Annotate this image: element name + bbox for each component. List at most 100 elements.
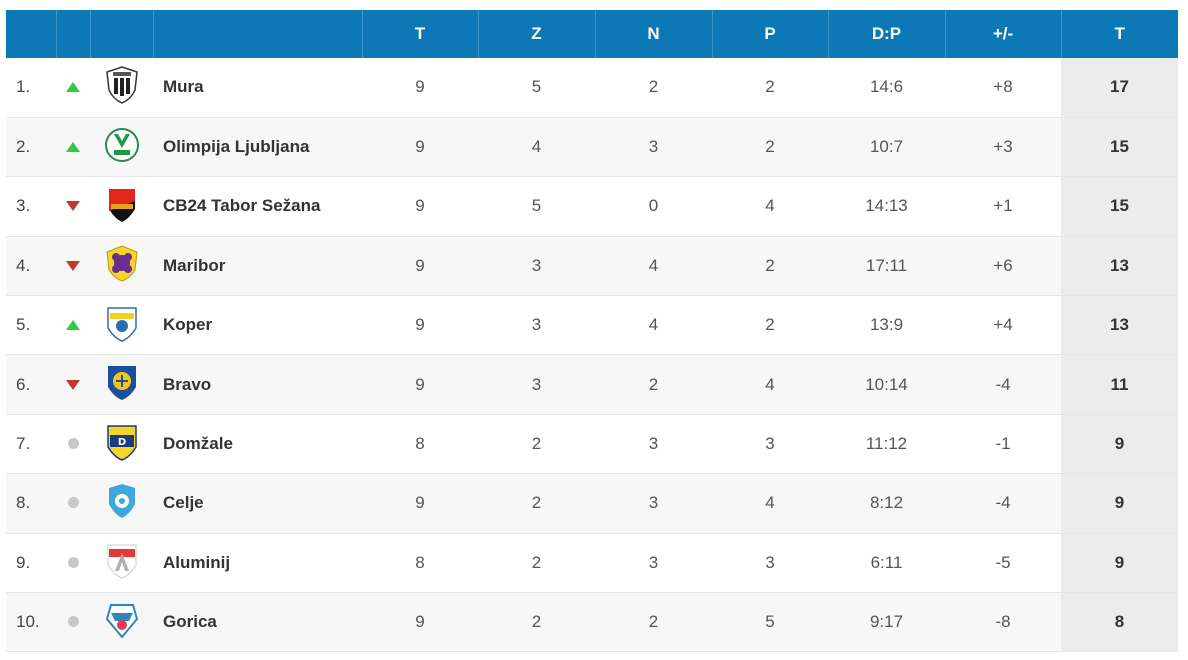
standings-body: 1. Mura 9 5 2 2 14:6 +8 17 2. Olimpija Ljubljana 9 4… — [6, 58, 1178, 653]
played-cell: 9 — [362, 592, 478, 653]
diff-cell: +8 — [945, 58, 1061, 118]
table-row[interactable]: 5. Koper 9 3 4 2 13:9 +4 13 — [6, 295, 1178, 356]
trend-down-icon — [66, 379, 80, 390]
position-cell: 2. — [6, 117, 56, 178]
diff-cell: +4 — [945, 295, 1061, 356]
team-name[interactable]: Koper — [153, 295, 362, 356]
goals-cell: 14:13 — [828, 176, 945, 237]
trend-same-icon — [67, 497, 79, 509]
position-cell: 4. — [6, 236, 56, 297]
header-goals[interactable]: D:P — [828, 10, 946, 58]
won-cell: 5 — [478, 58, 595, 118]
celje-crest-icon[interactable] — [105, 482, 139, 525]
points-cell: 13 — [1061, 236, 1178, 297]
header-lost[interactable]: P — [712, 10, 829, 58]
drawn-cell: 2 — [595, 58, 712, 118]
team-name[interactable]: Aluminij — [153, 533, 362, 594]
table-row[interactable]: 4. Maribor 9 3 4 2 17:11 +6 13 — [6, 236, 1178, 297]
trend-cell — [56, 473, 90, 534]
team-name[interactable]: Celje — [153, 473, 362, 534]
diff-cell: -4 — [945, 354, 1061, 415]
table-row[interactable]: 1. Mura 9 5 2 2 14:6 +8 17 — [6, 58, 1178, 118]
drawn-cell: 3 — [595, 473, 712, 534]
trend-up-icon — [66, 82, 80, 93]
diff-cell: +6 — [945, 236, 1061, 297]
won-cell: 2 — [478, 533, 595, 594]
won-cell: 2 — [478, 414, 595, 475]
points-cell: 15 — [1061, 117, 1178, 178]
team-name[interactable]: Olimpija Ljubljana — [153, 117, 362, 178]
table-row[interactable]: 3. CB24 Tabor Sežana 9 5 0 4 14:13 +1 15 — [6, 176, 1178, 237]
crest-cell — [90, 533, 153, 594]
goals-cell: 10:14 — [828, 354, 945, 415]
header-team — [153, 10, 363, 58]
trend-cell — [56, 533, 90, 594]
aluminij-crest-icon[interactable] — [105, 541, 139, 584]
team-name[interactable]: Domžale — [153, 414, 362, 475]
olimpija-crest-icon[interactable] — [104, 126, 139, 169]
table-row[interactable]: 10. Gorica 9 2 2 5 9:17 -8 8 — [6, 592, 1178, 653]
points-cell: 15 — [1061, 176, 1178, 237]
table-row[interactable]: 2. Olimpija Ljubljana 9 4 3 2 10:7 +3 15 — [6, 117, 1178, 178]
position-cell: 8. — [6, 473, 56, 534]
domzale-crest-icon[interactable]: D — [105, 423, 139, 466]
goals-cell: 17:11 — [828, 236, 945, 297]
header-points[interactable]: T — [1061, 10, 1178, 58]
team-name[interactable]: Bravo — [153, 354, 362, 415]
koper-crest-icon[interactable] — [105, 304, 139, 347]
maribor-crest-icon[interactable] — [105, 244, 139, 287]
position-cell: 9. — [6, 533, 56, 594]
table-row[interactable]: 9. Aluminij 8 2 3 3 6:11 -5 9 — [6, 533, 1178, 594]
won-cell: 3 — [478, 236, 595, 297]
team-name[interactable]: Maribor — [153, 236, 362, 297]
svg-text:D: D — [117, 437, 125, 448]
position-cell: 5. — [6, 295, 56, 356]
diff-cell: +3 — [945, 117, 1061, 178]
diff-cell: -5 — [945, 533, 1061, 594]
drawn-cell: 4 — [595, 295, 712, 356]
diff-cell: -4 — [945, 473, 1061, 534]
bravo-crest-icon[interactable] — [105, 363, 139, 406]
header-drawn[interactable]: N — [595, 10, 713, 58]
table-row[interactable]: 8. Celje 9 2 3 4 8:12 -4 9 — [6, 473, 1178, 534]
played-cell: 8 — [362, 414, 478, 475]
played-cell: 9 — [362, 236, 478, 297]
crest-cell — [90, 473, 153, 534]
trend-same-icon — [67, 556, 79, 568]
goals-cell: 6:11 — [828, 533, 945, 594]
trend-down-icon — [66, 201, 80, 212]
header-won[interactable]: Z — [478, 10, 596, 58]
goals-cell: 10:7 — [828, 117, 945, 178]
position-cell: 10. — [6, 592, 56, 653]
trend-down-icon — [66, 260, 80, 271]
table-row[interactable]: 7. D Domžale 8 2 3 3 11:12 -1 9 — [6, 414, 1178, 475]
team-name[interactable]: Mura — [153, 58, 362, 118]
trend-up-icon — [66, 142, 80, 153]
header-played[interactable]: T — [362, 10, 479, 58]
team-name[interactable]: Gorica — [153, 592, 362, 653]
played-cell: 9 — [362, 117, 478, 178]
mura-crest-icon[interactable] — [105, 66, 139, 109]
trend-cell — [56, 414, 90, 475]
lost-cell: 2 — [712, 117, 828, 178]
team-name[interactable]: CB24 Tabor Sežana — [153, 176, 362, 237]
gorica-crest-icon[interactable] — [105, 601, 139, 644]
crest-cell: D — [90, 414, 153, 475]
played-cell: 9 — [362, 473, 478, 534]
crest-cell — [90, 295, 153, 356]
points-cell: 9 — [1061, 414, 1178, 475]
played-cell: 9 — [362, 176, 478, 237]
trend-up-icon — [66, 320, 80, 331]
won-cell: 5 — [478, 176, 595, 237]
trend-cell — [56, 354, 90, 415]
won-cell: 3 — [478, 354, 595, 415]
won-cell: 3 — [478, 295, 595, 356]
crest-cell — [90, 354, 153, 415]
drawn-cell: 3 — [595, 414, 712, 475]
table-row[interactable]: 6. Bravo 9 3 2 4 10:14 -4 11 — [6, 354, 1178, 415]
goals-cell: 13:9 — [828, 295, 945, 356]
tabor-crest-icon[interactable] — [105, 185, 139, 228]
trend-cell — [56, 236, 90, 297]
crest-cell — [90, 236, 153, 297]
header-diff[interactable]: +/- — [945, 10, 1062, 58]
